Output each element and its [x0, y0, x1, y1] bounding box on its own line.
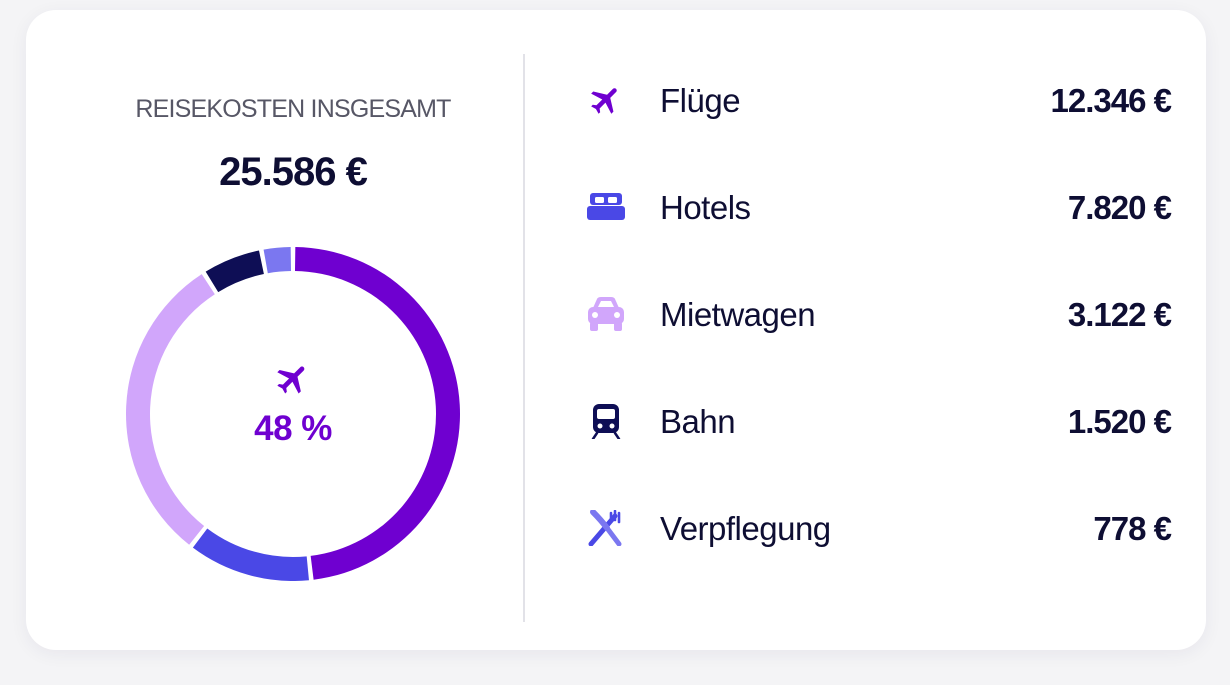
donut-slice-bahn: [205, 250, 264, 293]
donut-slice-hotels: [126, 274, 215, 545]
item-label: Flüge: [660, 82, 741, 119]
divider: [523, 54, 525, 622]
donut-slice-verpflegung: [263, 247, 292, 274]
list-item-rail: Bahn 1.520 €: [576, 391, 1172, 451]
summary-total: 25.586 €: [219, 150, 368, 194]
summary-title: REISEKOSTEN INSGESAMT: [135, 95, 451, 123]
list-item-meals: Verpflegung 778 €: [576, 498, 1172, 558]
plane-icon: [274, 360, 312, 398]
item-value: 778 €: [1093, 510, 1172, 547]
item-label: Mietwagen: [660, 296, 816, 333]
train-icon: [581, 403, 631, 439]
car-icon: [581, 296, 631, 332]
travel-cost-card: REISEKOSTEN INSGESAMT 25.586 € 48 % Flüg…: [26, 10, 1206, 650]
item-value: 7.820 €: [1067, 189, 1172, 226]
list-item-rental-car: Mietwagen 3.122 €: [576, 284, 1172, 344]
item-value: 3.122 €: [1067, 296, 1172, 333]
donut-slice-flüge: [294, 247, 460, 580]
cost-donut-chart: [126, 247, 460, 581]
plane-icon: [581, 82, 631, 118]
bed-icon: [581, 189, 631, 225]
item-label: Hotels: [660, 189, 751, 226]
list-item-hotels: Hotels 7.820 €: [576, 177, 1172, 237]
donut-center: 48 %: [126, 360, 460, 449]
item-label: Bahn: [660, 403, 736, 440]
list-item-flights: Flüge 12.346 €: [576, 70, 1172, 130]
item-label: Verpflegung: [660, 510, 831, 547]
donut-slice-mietwagen: [192, 528, 309, 581]
cutlery-icon: [581, 510, 631, 546]
item-value: 1.520 €: [1067, 403, 1172, 440]
item-value: 12.346 €: [1050, 82, 1172, 119]
highlight-percent: 48 %: [254, 409, 332, 448]
